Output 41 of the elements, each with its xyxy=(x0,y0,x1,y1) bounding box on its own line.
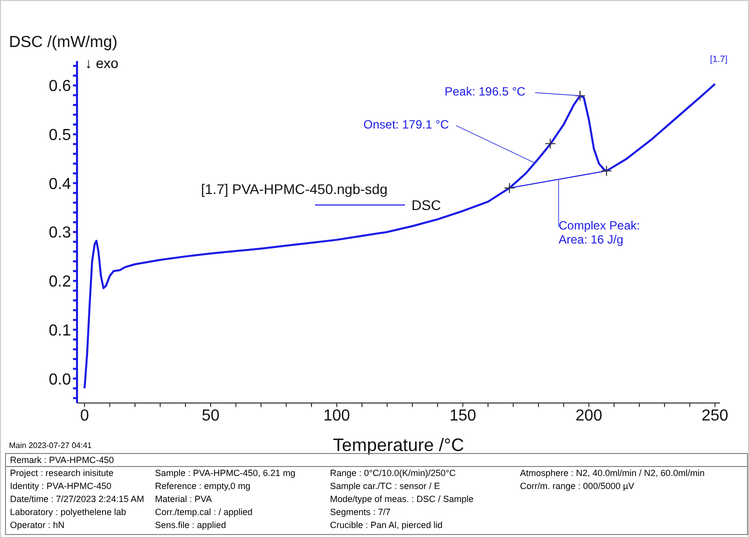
text: Main 2023-07-27 04:41 xyxy=(9,441,92,450)
annotation: ↓ exo xyxy=(85,55,118,71)
x-tick-label: 150 xyxy=(449,407,476,424)
x-tick-label: 0 xyxy=(80,407,90,424)
text: Atmosphere : N2, 40.0ml/min / N2, 60.0ml/min xyxy=(520,468,706,480)
text: Laboratory : polyethelene lab xyxy=(10,507,128,519)
text: Identity : PVA-HPMC-450 xyxy=(10,481,112,493)
text: Remark : PVA-HPMC-450 xyxy=(6,454,747,467)
y-tick-label: 0.5 xyxy=(48,126,72,144)
text: Project : research inisitute xyxy=(10,468,115,480)
text: Range : 0°C/10.0(K/min)/250°C xyxy=(330,468,457,480)
text: Sample : PVA-HPMC-450, 6.21 mg xyxy=(155,468,296,480)
text: Segments : 7/7 xyxy=(330,507,392,519)
x-tick-label: 250 xyxy=(702,407,728,424)
text: Corr/m. range : 000/5000 µV xyxy=(520,481,636,493)
annotation: Complex Peak: Area: 16 J/g xyxy=(558,218,640,247)
text: Mode/type of meas. : DSC / Sample xyxy=(330,494,475,506)
y-tick-label: 0.6 xyxy=(48,78,72,96)
text: Material : PVA xyxy=(155,494,213,506)
x-tick-label: 50 xyxy=(202,407,220,424)
series-label: DSC xyxy=(411,197,441,213)
text: Date/time : 7/27/2023 2:24:15 AM xyxy=(10,494,146,506)
annotation: Onset: 179.1 °C xyxy=(363,118,450,132)
text: Sample car./TC : sensor / E xyxy=(330,481,442,493)
annotation: Peak: 196.5 °C xyxy=(444,84,526,99)
x-tick-label: 200 xyxy=(576,407,602,424)
x-axis-title: Temperature /°C xyxy=(332,435,464,455)
legend-title: [1.7] PVA-HPMC-450.ngb-sdg xyxy=(201,181,388,197)
y-tick-label: 0.0 xyxy=(48,371,72,388)
y-tick-label: 0.1 xyxy=(48,322,72,340)
text: Crucible : Pan Al, pierced lid xyxy=(330,520,444,532)
text: Corr./temp.cal : / applied xyxy=(155,507,254,519)
text: Operator : hN xyxy=(10,520,66,532)
y-tick-label: 0.2 xyxy=(48,274,72,291)
y-axis-title: DSC /(mW/mg) xyxy=(9,34,118,51)
y-tick-label: 0.3 xyxy=(48,224,72,242)
x-tick-label: 100 xyxy=(323,407,350,424)
text: Reference : empty,0 mg xyxy=(155,481,252,493)
y-tick-label: 0.4 xyxy=(48,176,72,193)
text: Sens.file : applied xyxy=(155,520,228,532)
annotation: [1.7] xyxy=(710,54,728,64)
